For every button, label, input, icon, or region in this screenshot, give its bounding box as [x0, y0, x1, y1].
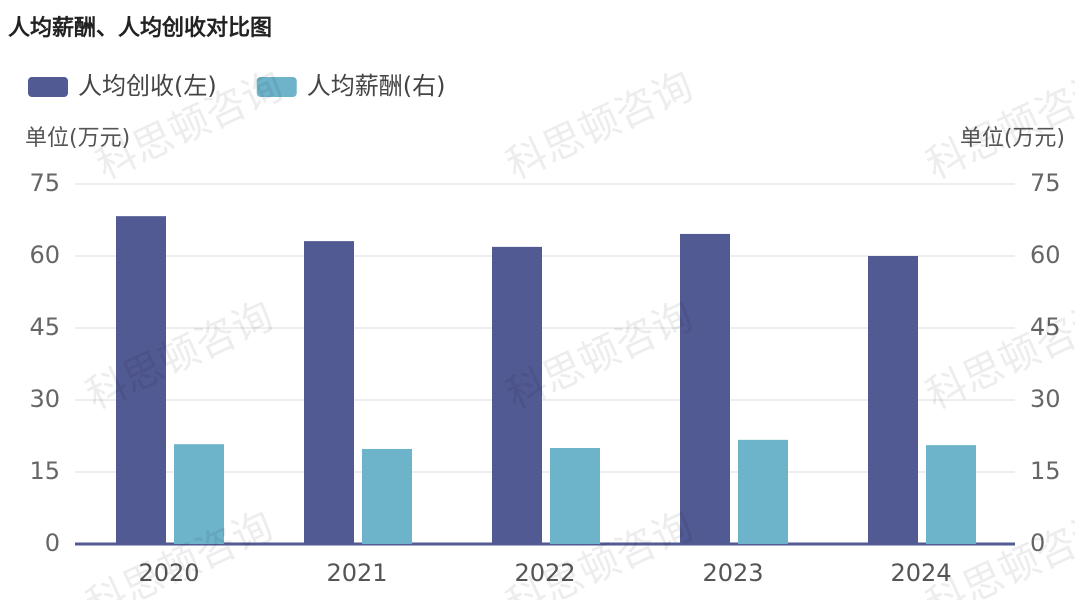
x-tick-label: 2022 [514, 559, 575, 587]
legend-swatch [256, 77, 297, 97]
y-tick-label: 60 [29, 241, 60, 269]
y-tick-label: 45 [29, 313, 60, 341]
bar [738, 439, 788, 544]
bar [492, 246, 542, 544]
x-tick-label: 2024 [890, 559, 951, 587]
bar [304, 241, 354, 544]
bar [868, 256, 918, 544]
y2-tick-label: 75 [1030, 169, 1061, 197]
y2-tick-label: 30 [1030, 385, 1061, 413]
bar [174, 444, 224, 544]
bar [550, 448, 600, 544]
legend-swatch [28, 77, 68, 97]
chart-title: 人均薪酬、人均创收对比图 [8, 15, 272, 41]
bar [116, 216, 166, 544]
bar [362, 448, 412, 544]
y2-tick-label: 60 [1030, 241, 1061, 269]
bar [680, 233, 730, 545]
legend-label: 人均薪酬(右) [307, 72, 446, 100]
watermark: 科思顿咨询 [499, 63, 700, 189]
x-tick-label: 2021 [326, 559, 387, 587]
x-tick-label: 2020 [138, 559, 199, 587]
x-tick-label: 2023 [702, 559, 763, 587]
y2-tick-label: 15 [1030, 457, 1061, 485]
y2-tick-label: 45 [1030, 313, 1061, 341]
y2-tick-label: 0 [1030, 529, 1045, 557]
y-tick-label: 75 [29, 169, 60, 197]
legend-label: 人均创收(左) [78, 72, 217, 100]
y-tick-label: 15 [29, 457, 60, 485]
y-tick-label: 0 [45, 529, 60, 557]
y2-axis-label: 单位(万元) [960, 126, 1065, 151]
y-axis-label: 单位(万元) [25, 126, 130, 151]
y-tick-label: 30 [29, 385, 60, 413]
bar [926, 445, 976, 544]
